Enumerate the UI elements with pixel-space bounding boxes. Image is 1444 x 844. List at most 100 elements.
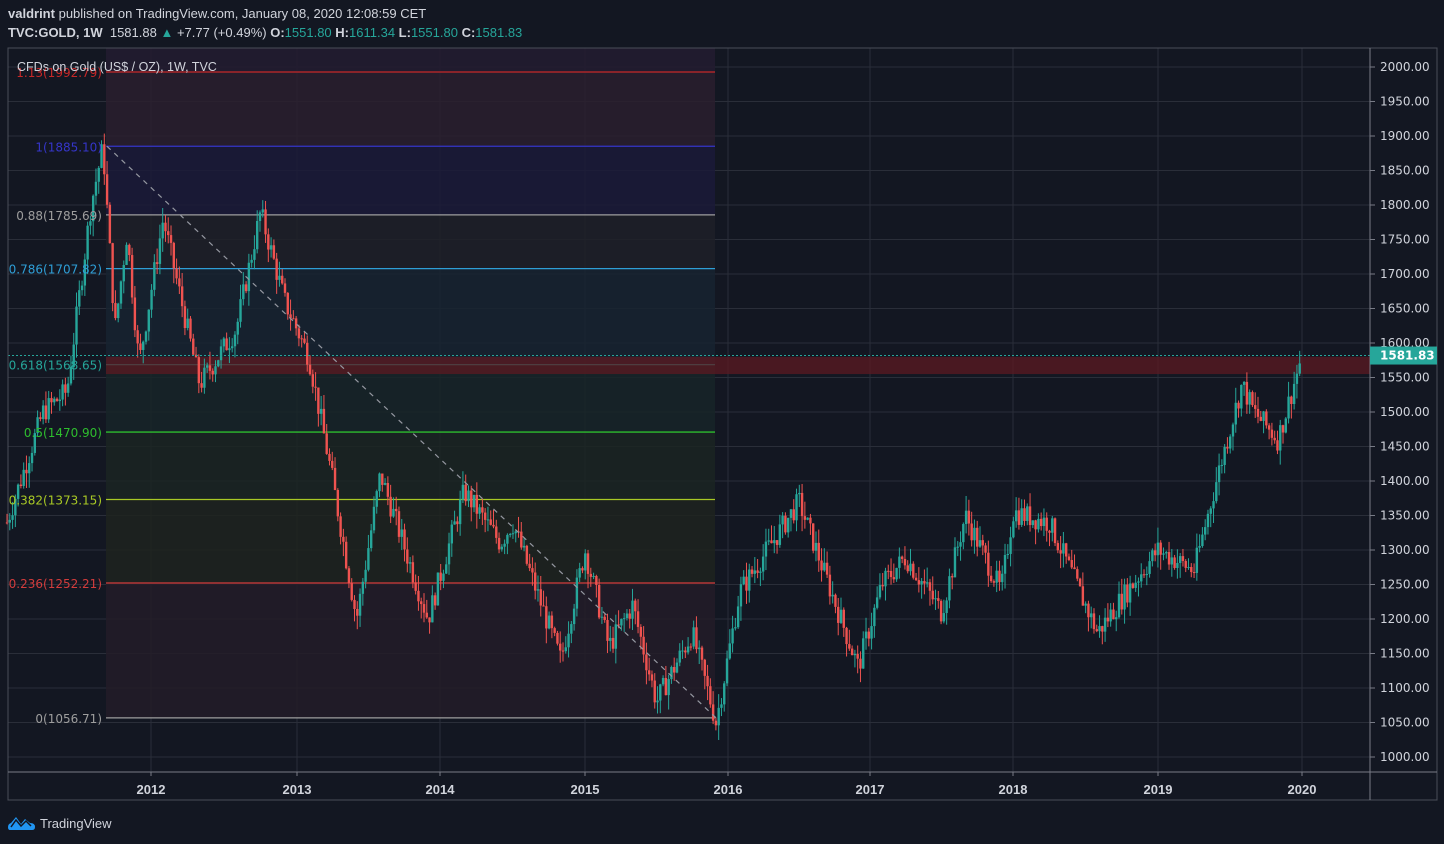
- candle-body: [16, 484, 20, 499]
- candle-body: [1173, 557, 1176, 569]
- candle-body: [725, 658, 729, 684]
- candle-body: [550, 615, 554, 629]
- candle-body: [1256, 408, 1260, 417]
- brand-name: TradingView: [40, 815, 112, 831]
- low-value: 1551.80: [410, 25, 458, 40]
- candle-body: [714, 720, 718, 726]
- candle-body: [64, 384, 67, 393]
- candle-body: [503, 543, 506, 547]
- chart-legend: CFDs on Gold (US$ / OZ), 1W, TVC: [17, 60, 217, 74]
- candle-body: [125, 244, 128, 266]
- candle-body: [453, 521, 456, 525]
- candle-body: [1067, 556, 1071, 560]
- candle-body: [661, 677, 665, 685]
- candle-body: [711, 704, 715, 721]
- fib-zone: [106, 146, 715, 215]
- candle-body: [14, 498, 17, 516]
- candle-body: [686, 646, 690, 653]
- candle-body: [353, 599, 356, 609]
- candle-body: [912, 563, 915, 578]
- candle-body: [1262, 411, 1265, 421]
- candle-body: [770, 540, 773, 544]
- candle-body: [347, 568, 351, 584]
- candle-body: [653, 680, 656, 703]
- candle-body: [1220, 464, 1224, 466]
- candle-body: [269, 245, 273, 250]
- candle-body: [133, 297, 137, 331]
- tradingview-branding[interactable]: TradingView: [8, 814, 112, 832]
- candle-body: [578, 568, 581, 578]
- candle-body: [319, 408, 323, 414]
- candle-body: [328, 453, 331, 461]
- candle-body: [483, 512, 487, 520]
- candle-body: [906, 565, 909, 572]
- candle-body: [1045, 517, 1048, 531]
- candle-body: [155, 262, 159, 264]
- candle-body: [656, 700, 659, 703]
- candle-body: [1248, 392, 1251, 405]
- candle-body: [667, 679, 670, 696]
- candle-body: [1076, 569, 1079, 579]
- candle-body: [222, 338, 226, 347]
- candle-body: [28, 463, 31, 474]
- candle-body: [700, 647, 704, 660]
- price-axis[interactable]: 2000.00 1950.00 1900.00 1850.00 1800.00 1750.…: [1370, 60, 1437, 764]
- author-name[interactable]: valdrint: [8, 6, 55, 21]
- candle-body: [678, 650, 681, 663]
- candle-body: [445, 564, 448, 574]
- candle-body: [1020, 508, 1023, 525]
- candle-body: [1298, 363, 1301, 374]
- candle-body: [925, 582, 929, 584]
- candle-body: [150, 289, 153, 310]
- candle-body: [186, 318, 189, 329]
- candle-body: [33, 433, 36, 453]
- candle-body: [976, 527, 979, 547]
- candle-body: [731, 628, 734, 644]
- candle-body: [567, 633, 570, 648]
- candle-body: [703, 659, 706, 676]
- candle-body: [1223, 446, 1226, 465]
- candle-body: [422, 604, 426, 613]
- candle-body: [581, 568, 584, 571]
- candle-body: [467, 490, 470, 502]
- fib-zone: [106, 71, 715, 147]
- candle-body: [189, 318, 192, 339]
- candle-body: [1265, 411, 1268, 426]
- y-tick-label: 1000.00: [1380, 750, 1430, 764]
- candle-body: [617, 624, 620, 626]
- candle-body: [442, 573, 445, 581]
- open-value: 1551.80: [284, 25, 332, 40]
- candle-body: [275, 258, 278, 280]
- candle-body: [25, 469, 28, 474]
- candle-body: [520, 531, 523, 548]
- candle-body: [923, 581, 926, 584]
- candle-body: [873, 607, 876, 627]
- candle-body: [814, 542, 818, 551]
- resistance-zone-rect: [106, 356, 1370, 375]
- y-tick-label: 1450.00: [1380, 440, 1430, 454]
- candle-body: [420, 601, 423, 605]
- candle-body: [508, 533, 512, 535]
- candle-body: [970, 523, 973, 541]
- symbol-name: TVC:GOLD, 1W: [8, 25, 103, 40]
- candle-body: [183, 306, 187, 329]
- candle-body: [917, 580, 921, 585]
- candle-body: [792, 509, 795, 521]
- y-tick-label: 1950.00: [1380, 95, 1430, 109]
- time-axis[interactable]: 2012 2013 2014 2015 2016 2017 2018 2019 2020: [137, 772, 1317, 797]
- candle-body: [1062, 543, 1065, 554]
- candle-body: [664, 677, 668, 696]
- candle-body: [756, 570, 759, 573]
- candle-body: [350, 583, 353, 600]
- fibonacci-retracement[interactable]: [106, 48, 715, 719]
- candle-body: [892, 577, 896, 580]
- candle-body: [300, 338, 303, 340]
- candle-body: [458, 499, 462, 525]
- candle-body: [634, 600, 637, 612]
- candle-body: [203, 367, 206, 388]
- candle-body: [50, 398, 53, 403]
- candle-body: [475, 494, 479, 514]
- candle-body: [812, 523, 815, 551]
- candle-body: [100, 144, 103, 168]
